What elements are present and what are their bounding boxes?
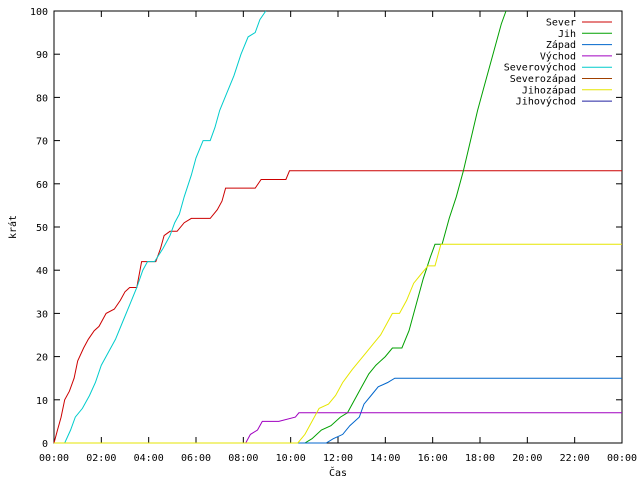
legend-label: Severozápad [510, 73, 576, 85]
y-tick-label: 50 [36, 223, 48, 234]
series-layer [53, 10, 622, 444]
x-tick-label: 00:00 [607, 453, 637, 464]
series-line-Sever [53, 170, 622, 444]
y-tick-label: 80 [36, 93, 48, 104]
x-tick-label: 00:00 [39, 453, 69, 464]
x-tick-label: 02:00 [86, 453, 116, 464]
ticks-layer: 0 10 20 30 40 50 60 70 80 90 100 00:00 02:00 04:00 06:… [30, 7, 637, 464]
series-line-Jihozápad [54, 243, 622, 444]
y-tick-label: 10 [36, 396, 48, 407]
x-tick-label: 16:00 [418, 453, 448, 464]
series-line-Severovýchod [54, 10, 267, 444]
x-tick-label: 08:00 [228, 453, 258, 464]
y-axis-title: krát [7, 215, 19, 239]
legend-label: Jihozápad [522, 84, 576, 96]
series-line-Západ [54, 377, 622, 444]
y-tick-label: 100 [30, 7, 48, 18]
x-tick-label: 04:00 [134, 453, 164, 464]
x-tick-label: 20:00 [512, 453, 542, 464]
series-line-Východ [54, 412, 622, 444]
x-tick-label: 12:00 [323, 453, 353, 464]
legend-label: Východ [540, 50, 576, 62]
x-tick-label: 14:00 [370, 453, 400, 464]
y-tick-label: 40 [36, 266, 48, 277]
x-axis-title: Čas [329, 466, 347, 479]
y-tick-label: 90 [36, 50, 48, 61]
y-tick-label: 30 [36, 309, 48, 320]
legend-label: Sever [546, 18, 576, 29]
legend-label: Západ [546, 39, 576, 51]
y-tick-label: 0 [42, 439, 48, 450]
legend: SeverJihZápadVýchodSeverovýchodSeverozáp… [504, 18, 612, 108]
x-tick-label: 06:00 [181, 453, 211, 464]
y-tick-label: 70 [36, 137, 48, 148]
x-tick-label: 10:00 [276, 453, 306, 464]
y-tick-label: 60 [36, 180, 48, 191]
legend-label: Jih [558, 29, 576, 40]
x-tick-label: 18:00 [465, 453, 495, 464]
y-tick-label: 20 [36, 353, 48, 364]
legend-label: Severovýchod [504, 62, 576, 74]
series-line-Jih [54, 10, 507, 444]
legend-label: Jihovýchod [516, 96, 576, 108]
x-tick-label: 22:00 [560, 453, 590, 464]
